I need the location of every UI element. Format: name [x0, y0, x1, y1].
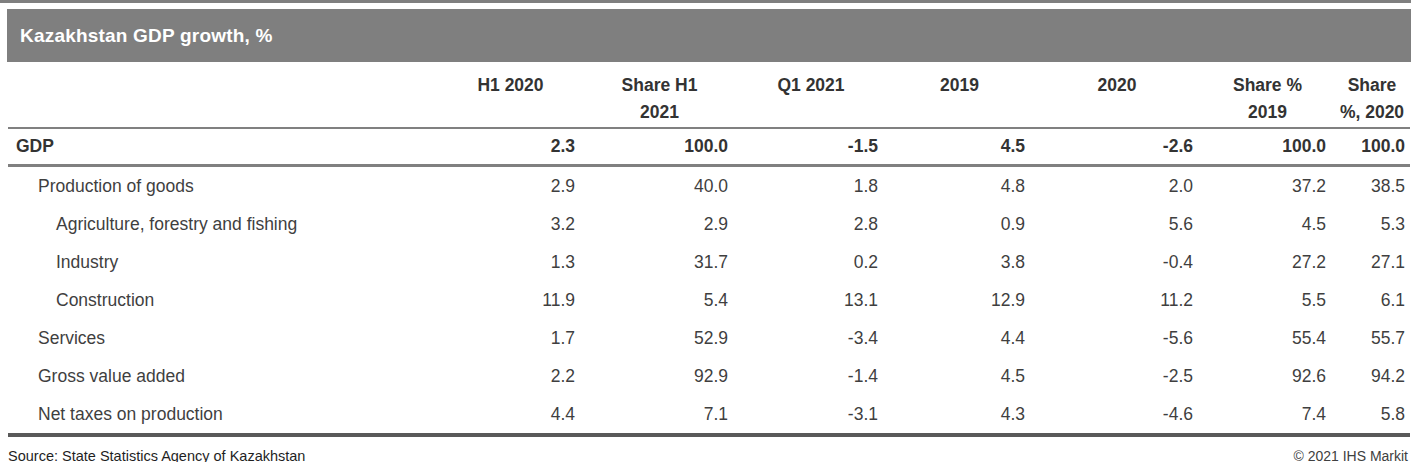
column-header-share-2019: Share % 2019 — [1201, 62, 1334, 128]
row-label: GDP — [8, 128, 438, 166]
cell-value: 40.0 — [583, 166, 736, 206]
cell-value: 3.2 — [438, 205, 583, 243]
table-row: Agriculture, forestry and fishing3.22.92… — [8, 205, 1410, 243]
row-label: Services — [8, 319, 438, 357]
cell-value: 1.8 — [736, 166, 886, 206]
cell-value: 27.2 — [1201, 243, 1334, 281]
cell-value: 4.5 — [886, 128, 1033, 166]
cell-value: 92.9 — [583, 357, 736, 395]
cell-value: 12.9 — [886, 281, 1033, 319]
cell-value: 4.5 — [886, 357, 1033, 395]
cell-value: 100.0 — [583, 128, 736, 166]
cell-value: 4.4 — [438, 395, 583, 435]
page-title: Kazakhstan GDP growth, % — [20, 25, 273, 46]
cell-value: 11.9 — [438, 281, 583, 319]
column-header-h1-2020: H1 2020 — [438, 62, 583, 128]
cell-value: -3.1 — [736, 395, 886, 435]
table-row: GDP2.3100.0-1.54.5-2.6100.0100.0 — [8, 128, 1410, 166]
cell-value: 4.5 — [1201, 205, 1334, 243]
cell-value: -5.6 — [1033, 319, 1201, 357]
cell-value: 38.5 — [1334, 166, 1410, 206]
cell-value: 5.8 — [1334, 395, 1410, 435]
gdp-table: H1 2020 Share H1 2021 Q1 2021 2019 2020 … — [8, 62, 1410, 437]
cell-value: 0.2 — [736, 243, 886, 281]
column-header-share-h1-2021: Share H1 2021 — [583, 62, 736, 128]
table-header: H1 2020 Share H1 2021 Q1 2021 2019 2020 … — [8, 62, 1410, 128]
cell-value: 92.6 — [1201, 357, 1334, 395]
row-label: Net taxes on production — [8, 395, 438, 435]
cell-value: 94.2 — [1334, 357, 1410, 395]
row-label: Construction — [8, 281, 438, 319]
column-header-2020: 2020 — [1033, 62, 1201, 128]
cell-value: 7.1 — [583, 395, 736, 435]
cell-value: 4.4 — [886, 319, 1033, 357]
row-label: Industry — [8, 243, 438, 281]
row-label: Agriculture, forestry and fishing — [8, 205, 438, 243]
column-header-q1-2021: Q1 2021 — [736, 62, 886, 128]
cell-value: 5.3 — [1334, 205, 1410, 243]
column-header-label — [8, 62, 438, 128]
cell-value: 3.8 — [886, 243, 1033, 281]
cell-value: 11.2 — [1033, 281, 1201, 319]
cell-value: 6.1 — [1334, 281, 1410, 319]
footer: Source: State Statistics Agency of Kazak… — [8, 437, 1408, 462]
cell-value: -3.4 — [736, 319, 886, 357]
cell-value: -1.4 — [736, 357, 886, 395]
table-row: Production of goods2.940.01.84.82.037.23… — [8, 166, 1410, 206]
table-body: GDP2.3100.0-1.54.5-2.6100.0100.0Producti… — [8, 128, 1410, 435]
table-row: Services1.752.9-3.44.4-5.655.455.7 — [8, 319, 1410, 357]
cell-value: 55.7 — [1334, 319, 1410, 357]
cell-value: -2.5 — [1033, 357, 1201, 395]
cell-value: -4.6 — [1033, 395, 1201, 435]
cell-value: 2.3 — [438, 128, 583, 166]
cell-value: -1.5 — [736, 128, 886, 166]
top-rule — [0, 0, 1411, 3]
cell-value: 27.1 — [1334, 243, 1410, 281]
cell-value: 4.3 — [886, 395, 1033, 435]
cell-value: 5.4 — [583, 281, 736, 319]
cell-value: 1.7 — [438, 319, 583, 357]
column-header-share-2020: Share %, 2020 — [1334, 62, 1410, 128]
cell-value: 2.8 — [736, 205, 886, 243]
cell-value: -2.6 — [1033, 128, 1201, 166]
cell-value: -0.4 — [1033, 243, 1201, 281]
cell-value: 4.8 — [886, 166, 1033, 206]
cell-value: 52.9 — [583, 319, 736, 357]
cell-value: 2.0 — [1033, 166, 1201, 206]
cell-value: 0.9 — [886, 205, 1033, 243]
cell-value: 5.5 — [1201, 281, 1334, 319]
cell-value: 2.9 — [438, 166, 583, 206]
cell-value: 37.2 — [1201, 166, 1334, 206]
cell-value: 2.9 — [583, 205, 736, 243]
table-row: Gross value added2.292.9-1.44.5-2.592.69… — [8, 357, 1410, 395]
header-row: H1 2020 Share H1 2021 Q1 2021 2019 2020 … — [8, 62, 1410, 128]
table-row: Construction11.95.413.112.911.25.56.1 — [8, 281, 1410, 319]
source-note: Source: State Statistics Agency of Kazak… — [8, 448, 305, 462]
cell-value: 2.2 — [438, 357, 583, 395]
cell-value: 13.1 — [736, 281, 886, 319]
copyright-note: © 2021 IHS Markit — [1293, 448, 1408, 462]
cell-value: 5.6 — [1033, 205, 1201, 243]
page: { "title_bar": { "title": "Kazakhstan GD… — [0, 0, 1417, 462]
title-bar: Kazakhstan GDP growth, % — [7, 9, 1411, 62]
row-label: Gross value added — [8, 357, 438, 395]
row-label: Production of goods — [8, 166, 438, 206]
cell-value: 55.4 — [1201, 319, 1334, 357]
cell-value: 7.4 — [1201, 395, 1334, 435]
cell-value: 31.7 — [583, 243, 736, 281]
table-row: Industry1.331.70.23.8-0.427.227.1 — [8, 243, 1410, 281]
cell-value: 1.3 — [438, 243, 583, 281]
table-row: Net taxes on production4.47.1-3.14.3-4.6… — [8, 395, 1410, 435]
cell-value: 100.0 — [1201, 128, 1334, 166]
cell-value: 100.0 — [1334, 128, 1410, 166]
column-header-2019: 2019 — [886, 62, 1033, 128]
